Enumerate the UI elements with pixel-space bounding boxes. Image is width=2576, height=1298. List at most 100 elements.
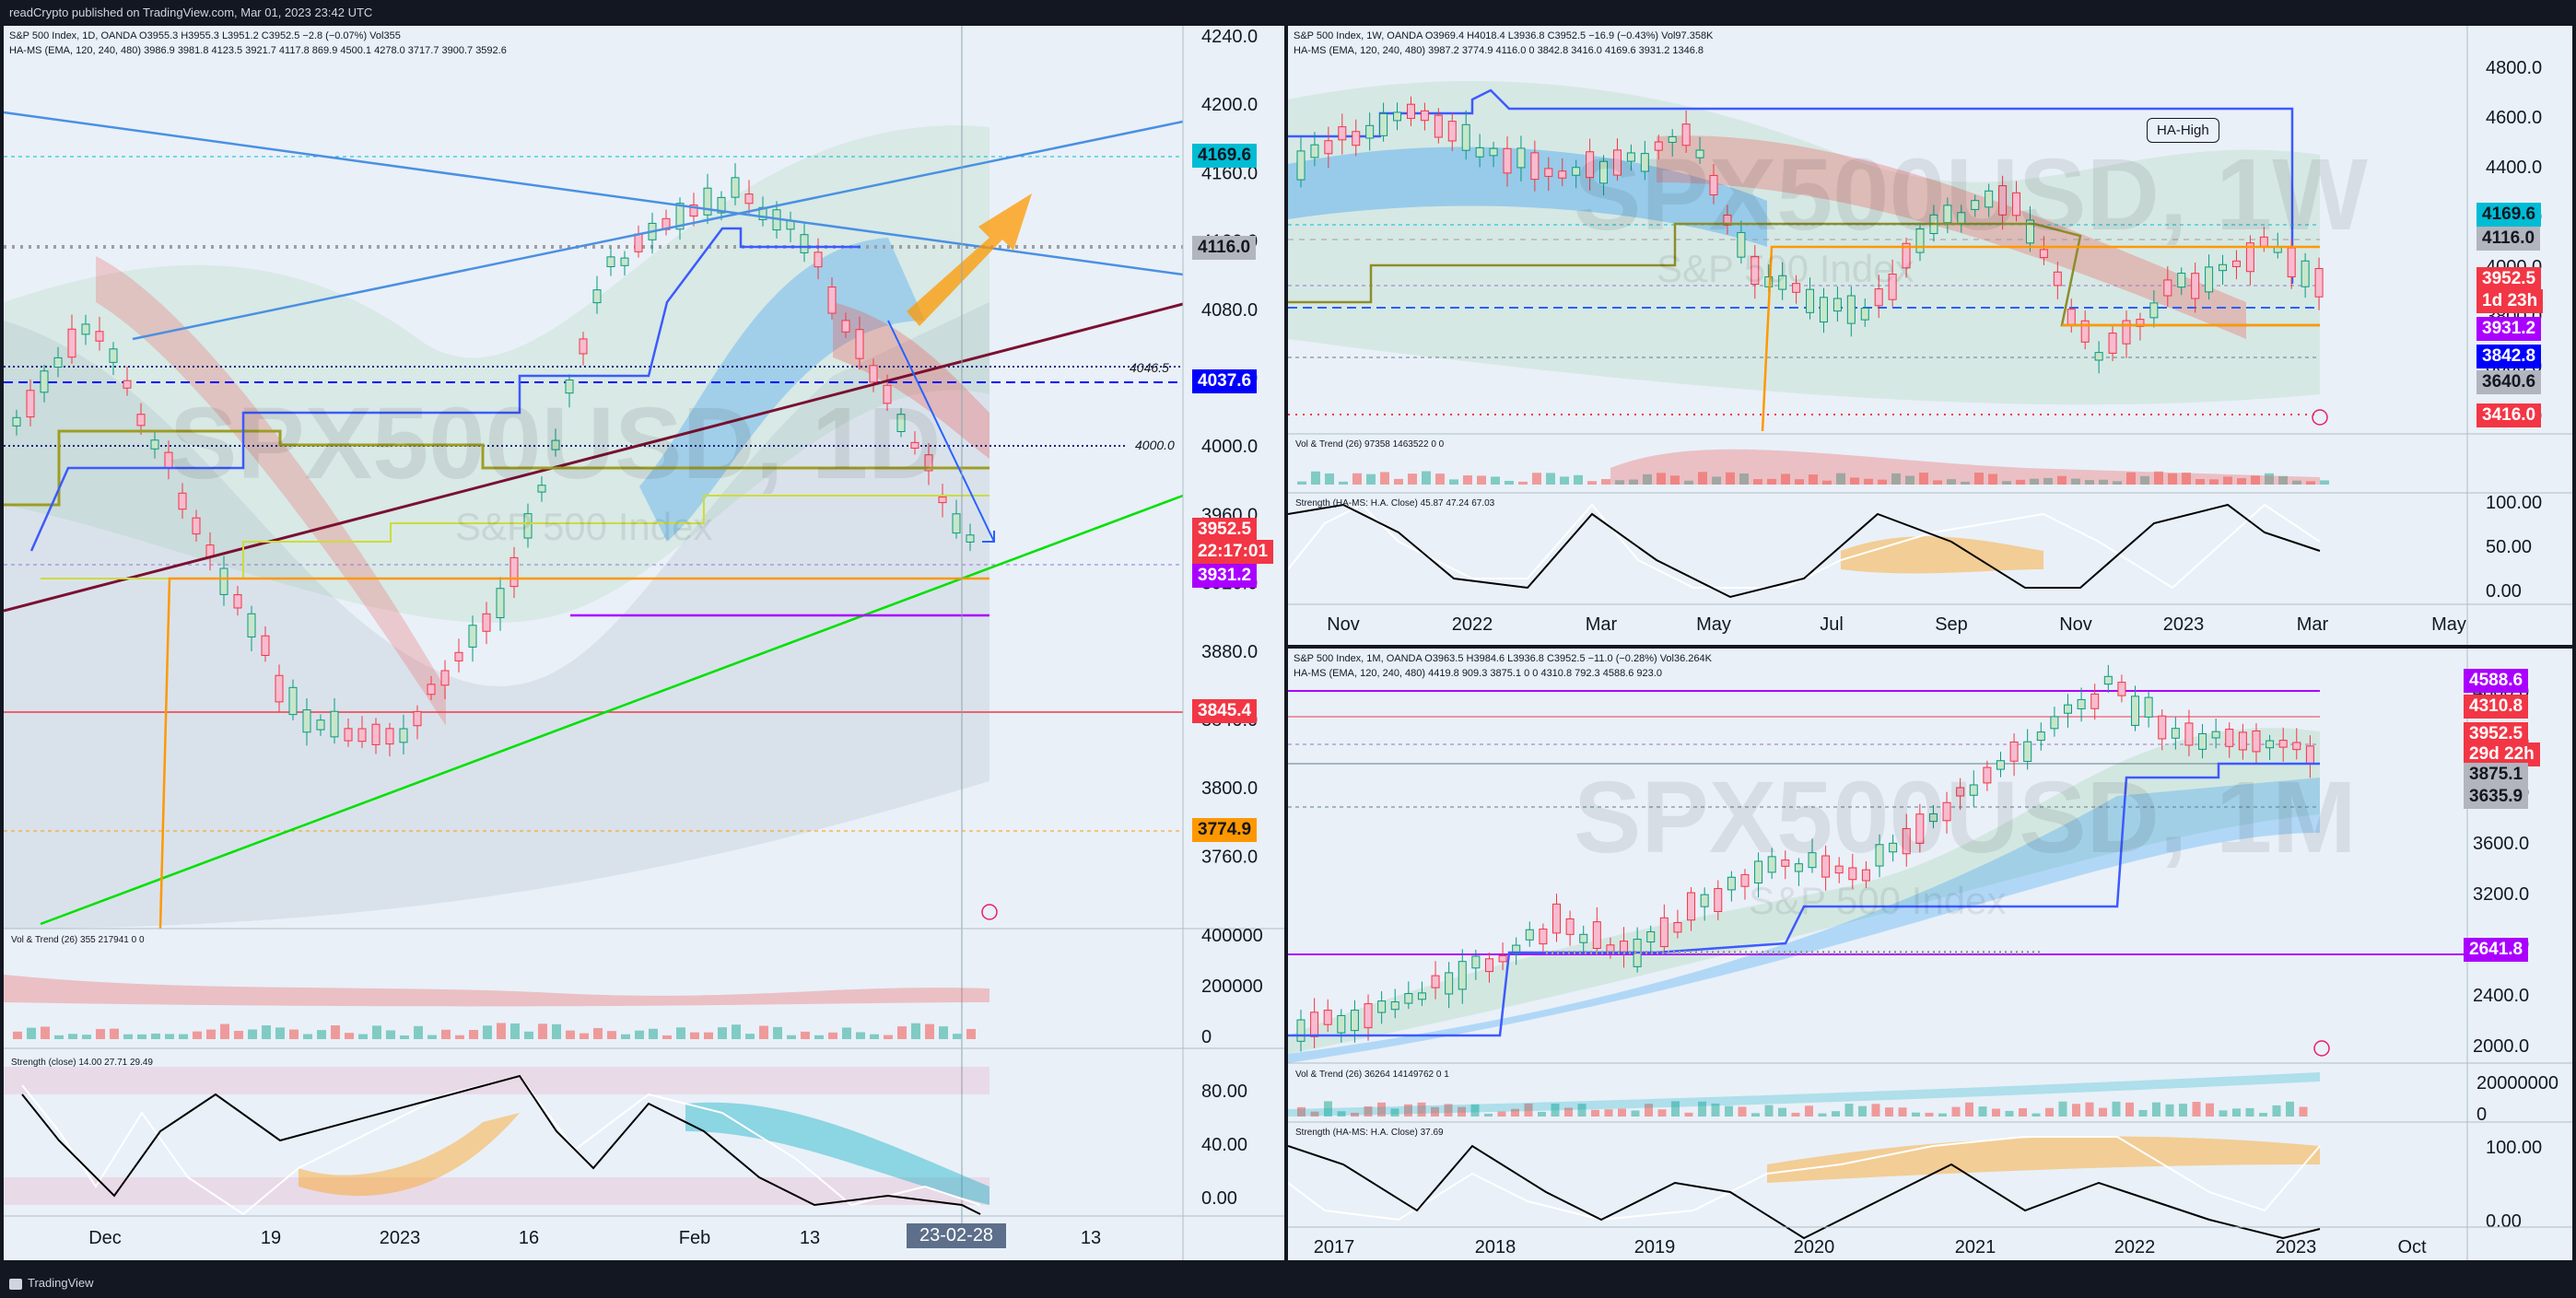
- monthly-vol-bar: [2058, 1101, 2067, 1117]
- daily-vol-bar: [317, 1030, 326, 1039]
- daily-vol-bar: [870, 1034, 879, 1039]
- daily-strength-tick: 0.00: [1201, 1188, 1237, 1209]
- daily-vol-bar: [593, 1027, 603, 1039]
- weekly-candle: [1778, 275, 1787, 290]
- monthly-vol-bar: [2206, 1103, 2214, 1117]
- weekly-x-tick: 2023: [2163, 614, 2205, 635]
- daily-vol-bar: [580, 1033, 589, 1039]
- monthly-chart-canvas[interactable]: 4800.04400.04000.03600.03200.02800.02400…: [1288, 649, 2572, 1260]
- daily-vol-bar: [427, 1035, 437, 1039]
- monthly-vol-bar: [1978, 1106, 1987, 1117]
- monthly-candle: [2278, 740, 2288, 748]
- weekly-vol-bar: [1974, 473, 1984, 485]
- daily-x-tick: 13: [800, 1228, 820, 1248]
- weekly-candle: [2067, 309, 2076, 326]
- price-label-4116-0: 4116.0: [1192, 236, 1257, 260]
- weekly-vol-bar: [2030, 478, 2039, 485]
- monthly-vol-tick: 20000000: [2476, 1073, 2558, 1093]
- monthly-vol-bar: [1805, 1105, 1813, 1117]
- daily-price-axis: [1183, 26, 1284, 1260]
- daily-vol-bar: [649, 1028, 658, 1039]
- price-label-3842-8: 3842.8: [2476, 345, 2542, 368]
- daily-vol-bar: [704, 1032, 713, 1039]
- weekly-vol-bar: [2043, 477, 2053, 485]
- weekly-candle: [2245, 242, 2254, 273]
- daily-candle: [620, 257, 629, 266]
- daily-watermark: SPX500USD, 1D: [170, 387, 942, 500]
- daily-strength-tick: 80.00: [1201, 1082, 1247, 1102]
- monthly-candle: [2144, 696, 2153, 718]
- monthly-candle: [2050, 716, 2059, 730]
- daily-candle: [952, 513, 961, 534]
- weekly-chart-panel[interactable]: 4800.04600.04400.04200.04000.03800.03600…: [1288, 26, 2572, 645]
- daily-vol-bar: [497, 1023, 506, 1039]
- weekly-chart-canvas[interactable]: 4800.04600.04400.04200.04000.03800.03600…: [1288, 26, 2572, 645]
- monthly-candle: [1727, 876, 1736, 891]
- weekly-vol-bar: [1864, 478, 1873, 485]
- monthly-vol-bar: [1992, 1108, 2000, 1117]
- weekly-vol-bar: [2209, 479, 2219, 485]
- daily-vol-tick: 0: [1201, 1027, 1212, 1047]
- monthly-vol-bar: [1698, 1101, 1706, 1117]
- monthly-candle: [2198, 732, 2207, 750]
- monthly-vol-bar: [1538, 1111, 1546, 1117]
- monthly-vol-bar: [2045, 1107, 2054, 1117]
- weekly-vol-bar: [1394, 478, 1403, 485]
- weekly-vol-bar: [1891, 473, 1901, 485]
- daily-vol-bar: [248, 1029, 257, 1039]
- monthly-vol-bar: [1310, 1111, 1319, 1117]
- monthly-candle: [1431, 975, 1440, 988]
- monthly-chart-panel[interactable]: 4800.04400.04000.03600.03200.02800.02400…: [1288, 649, 2572, 1260]
- weekly-vol-bar: [1850, 477, 1859, 485]
- weekly-candle: [1420, 110, 1429, 122]
- daily-vol-bar: [455, 1035, 464, 1039]
- weekly-strength-legend: Strength (HA-MS: H.A. Close) 45.87 47.24…: [1295, 498, 1495, 509]
- monthly-candle: [1928, 813, 1938, 823]
- weekly-candle: [2314, 267, 2324, 298]
- daily-candle: [233, 594, 242, 609]
- weekly-vol-bar: [1726, 472, 1735, 485]
- weekly-vol-bar: [1988, 474, 1997, 485]
- daily-candle: [565, 379, 574, 394]
- weekly-vol-bar: [2140, 475, 2149, 485]
- weekly-symbol-legend: S&P 500 Index, 1W, OANDA O3969.4 H4018.4…: [1294, 30, 1714, 41]
- weekly-x-tick: Nov: [1327, 614, 1360, 635]
- monthly-candle: [1364, 1003, 1373, 1029]
- weekly-candle: [1640, 153, 1649, 172]
- weekly-x-tick: Mar: [2297, 614, 2329, 635]
- daily-vol-bar: [884, 1035, 893, 1039]
- monthly-strength-tick: 100.00: [2486, 1138, 2542, 1158]
- monthly-vol-bar: [2192, 1102, 2201, 1117]
- daily-candle: [454, 651, 463, 661]
- daily-chart-panel[interactable]: 4240.04200.04160.04120.04080.04040.04000…: [4, 26, 1284, 1260]
- daily-vol-bar: [607, 1031, 616, 1039]
- monthly-vol-bar: [2005, 1110, 2014, 1117]
- monthly-vol-bar: [1818, 1113, 1827, 1117]
- monthly-vol-bar: [1524, 1103, 1533, 1117]
- daily-candle: [938, 497, 947, 504]
- monthly-candle: [1983, 766, 1992, 784]
- daily-candle: [109, 348, 118, 363]
- monthly-vol-bar: [2072, 1104, 2080, 1117]
- weekly-candle: [2080, 320, 2090, 343]
- daily-chart-canvas[interactable]: 4240.04200.04160.04120.04080.04040.04000…: [4, 26, 1284, 1260]
- weekly-vol-bar: [1518, 481, 1528, 485]
- daily-candle: [731, 177, 740, 198]
- monthly-vol-bar: [1431, 1106, 1439, 1117]
- daily-vol-bar: [345, 1033, 354, 1039]
- monthly-candle: [1646, 930, 1656, 943]
- tradingview-logo-icon: [9, 1278, 22, 1290]
- daily-x-tick: Feb: [679, 1228, 710, 1248]
- daily-candle: [468, 625, 477, 648]
- weekly-candle: [1558, 170, 1567, 179]
- daily-vol-bar: [179, 1034, 188, 1039]
- weekly-candle: [2094, 352, 2103, 361]
- weekly-vol-bar: [2099, 479, 2108, 485]
- weekly-vol-bar: [1933, 480, 1942, 485]
- weekly-vol-bar: [1325, 473, 1334, 485]
- level-label-4046: 4046.5: [1130, 360, 1169, 375]
- footer-brand: TradingView: [28, 1276, 94, 1290]
- monthly-candle: [1390, 1001, 1399, 1011]
- monthly-blue-ribbon: [1288, 778, 2320, 1063]
- weekly-vol-bar: [2168, 473, 2177, 485]
